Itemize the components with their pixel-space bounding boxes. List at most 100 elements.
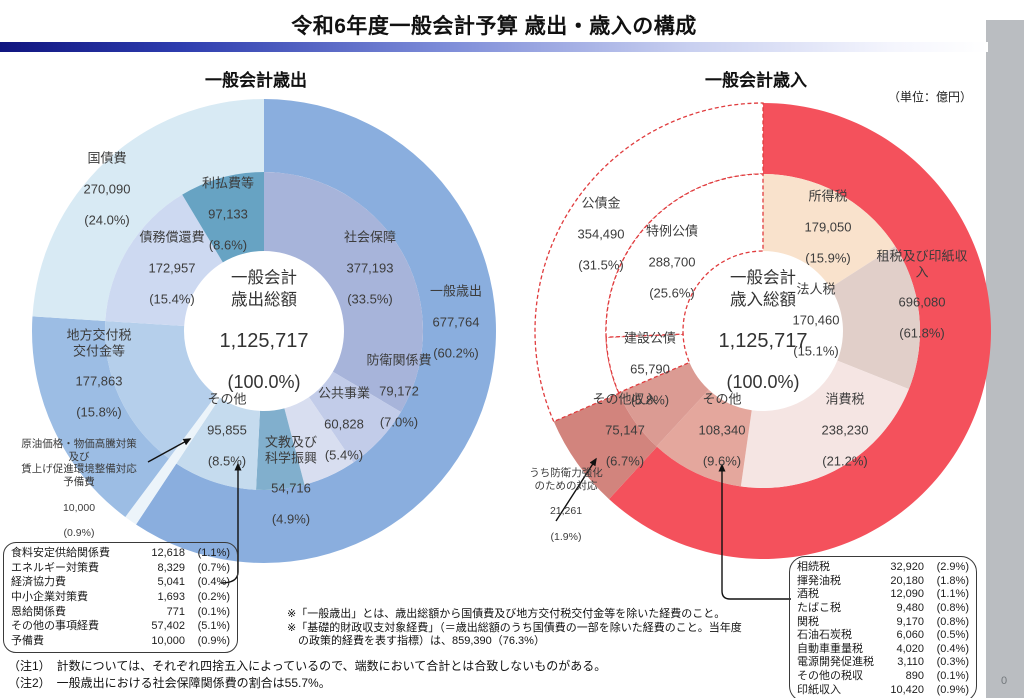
row-label: その他の税収 [797, 670, 863, 683]
segment-name: 利払費等 [201, 175, 255, 191]
segment-name: 債務償還費 [139, 229, 205, 245]
row-label: 経済協力費 [11, 576, 66, 589]
segment-value: 172,957 [148, 260, 196, 276]
segment-pct: (6.7%) [605, 452, 645, 468]
table-row: 石油石炭税 6,060 (0.5%) [797, 629, 969, 642]
donut-segment [105, 194, 223, 326]
row-value: 32,920 [890, 561, 924, 573]
segment-name: 公債金 [581, 195, 621, 211]
segment-name: 地方交付税 交付金等 [66, 328, 132, 359]
table-row: 恩給関係費 771 (0.1%) [11, 606, 230, 619]
donut-segment [605, 173, 764, 338]
row-value: 771 [166, 605, 185, 618]
segment-name: 社会保障 [343, 229, 397, 245]
footnote-asterisk-notes: ※「一般歳出」とは、歳出総額から国債費及び地方交付税交付金等を除いた経費のこと。… [287, 608, 742, 647]
revenue-center-total: 一般会計 歳入総額 1,125,717 (100.0%) [719, 253, 808, 409]
table-row: 予備費 10,000 (0.9%) [11, 635, 230, 648]
row-pct: (0.4%) [936, 642, 969, 655]
row-label: 印紙収入 [797, 683, 841, 696]
row-pct: (0.8%) [936, 601, 969, 614]
row-pct: (0.4%) [197, 576, 230, 589]
donut-segment [553, 393, 657, 500]
segment-pct: (15.9%) [805, 249, 851, 265]
label-chihou-kofuzei: 地方交付税 交付金等 177,863 (15.8%) [66, 313, 131, 436]
unit-label: （単位：億円） [888, 90, 973, 104]
donut-segment [609, 103, 991, 559]
segment-pct: (31.5%) [578, 256, 624, 272]
segment-name: 文教及び 科学振興 [264, 435, 318, 466]
donut-segment [264, 172, 424, 412]
row-value: 10,420 [890, 683, 924, 696]
segment-value: 75,147 [605, 422, 645, 438]
segment-name: 建設公債 [623, 330, 677, 346]
label-sonota-shunyu: その他収入 75,147 (6.7%) [592, 376, 657, 483]
segment-value: 696,080 [898, 295, 946, 310]
segment-name: 防衛関係費 [366, 352, 432, 368]
table-row: 電源開発促進税 3,110 (0.3%) [797, 656, 969, 669]
table-row: その他の事項経費 57,402 (5.1%) [11, 620, 230, 633]
row-label: エネルギー対策費 [11, 561, 99, 574]
row-pct: (0.7%) [197, 561, 230, 574]
label-shotokuzei: 所得税 179,050 (15.9%) [805, 173, 852, 280]
row-value: 1,693 [157, 590, 185, 603]
donut-segment [182, 172, 264, 263]
segment-pct: (60.2%) [433, 344, 479, 360]
label-boeiryoku-kyoka: うち防衛力強化 のための対応 21,261 (1.9%) [529, 454, 603, 556]
row-label: その他の事項経費 [11, 620, 99, 633]
segment-name: 法人税 [796, 281, 836, 297]
table-row: 食料安定供給関係費 12,618 (1.1%) [11, 547, 230, 560]
segment-pct: (7.0%) [379, 413, 419, 429]
label-ribaraihi: 利払費等 97,133 (8.6%) [202, 160, 254, 267]
total-pct: (100.0%) [227, 371, 301, 392]
table-row: たばこ税 9,480 (0.8%) [797, 602, 969, 615]
row-value: 12,618 [151, 547, 185, 559]
segment-pct: (15.1%) [793, 342, 839, 358]
segment-name: 国債費 [87, 150, 127, 166]
connector-arrow [555, 457, 597, 522]
row-label: 相続税 [797, 561, 830, 573]
label-tokurei-kosai: 特例公債 288,700 (25.6%) [646, 208, 698, 315]
segment-pct: (5.4%) [324, 446, 364, 462]
label-kokyo-jigyo: 公共事業 60,828 (5.4%) [318, 370, 370, 477]
table-row: エネルギー対策費 8,329 (0.7%) [11, 562, 230, 575]
segment-name: 公共事業 [317, 385, 371, 401]
row-pct: (1.8%) [936, 574, 969, 587]
row-pct: (0.1%) [936, 670, 969, 683]
row-label: 予備費 [11, 634, 44, 647]
segment-name: その他収入 [592, 391, 658, 407]
page-title: 令和6年度一般会計予算 歳出・歳入の構成 [291, 15, 697, 38]
row-value: 9,170 [896, 615, 924, 628]
segment-name: 原油価格・物価高騰対策 及び 賃上げ促進環境整備対応 予備費 [21, 437, 137, 489]
donut-segment [830, 246, 920, 390]
right-gray-margin [986, 20, 1024, 698]
total-pct: (100.0%) [726, 371, 800, 392]
total-value: 1,125,717 [718, 330, 808, 353]
total-value: 1,125,717 [219, 330, 309, 353]
donut-segment [740, 360, 909, 488]
row-value: 3,110 [897, 656, 924, 669]
segment-pct: (1.9%) [550, 530, 582, 543]
row-value: 9,480 [896, 601, 924, 614]
row-pct: (0.9%) [936, 683, 969, 696]
donut-segment [104, 321, 217, 459]
donut-segment [284, 397, 354, 485]
segment-name: 特例公債 [645, 223, 699, 239]
segment-pct: (9.6%) [702, 452, 742, 468]
segment-name: 消費税 [825, 391, 865, 407]
label-saimu-shokan: 債務償還費 172,957 (15.4%) [139, 214, 204, 321]
label-kosaikin: 公債金 354,490 (31.5%) [578, 180, 625, 287]
segment-value: 170,460 [792, 312, 840, 328]
segment-value: 288,700 [648, 254, 696, 270]
row-label: 関税 [797, 615, 819, 628]
segment-pct: (5.8%) [630, 391, 670, 407]
row-value: 57,402 [151, 620, 185, 633]
segment-value: 238,230 [821, 422, 869, 438]
row-value: 5,041 [157, 576, 185, 589]
segment-name: 一般歳出 [429, 283, 483, 299]
label-sonota-rev: その他 108,340 (9.6%) [699, 376, 746, 483]
total-name: 一般会計 歳出総額 [230, 269, 297, 309]
segment-value: 108,340 [698, 422, 746, 438]
row-label: 揮発油税 [797, 574, 841, 587]
donut-segment [605, 333, 691, 394]
table-row: 揮発油税 20,180 (1.8%) [797, 575, 969, 588]
